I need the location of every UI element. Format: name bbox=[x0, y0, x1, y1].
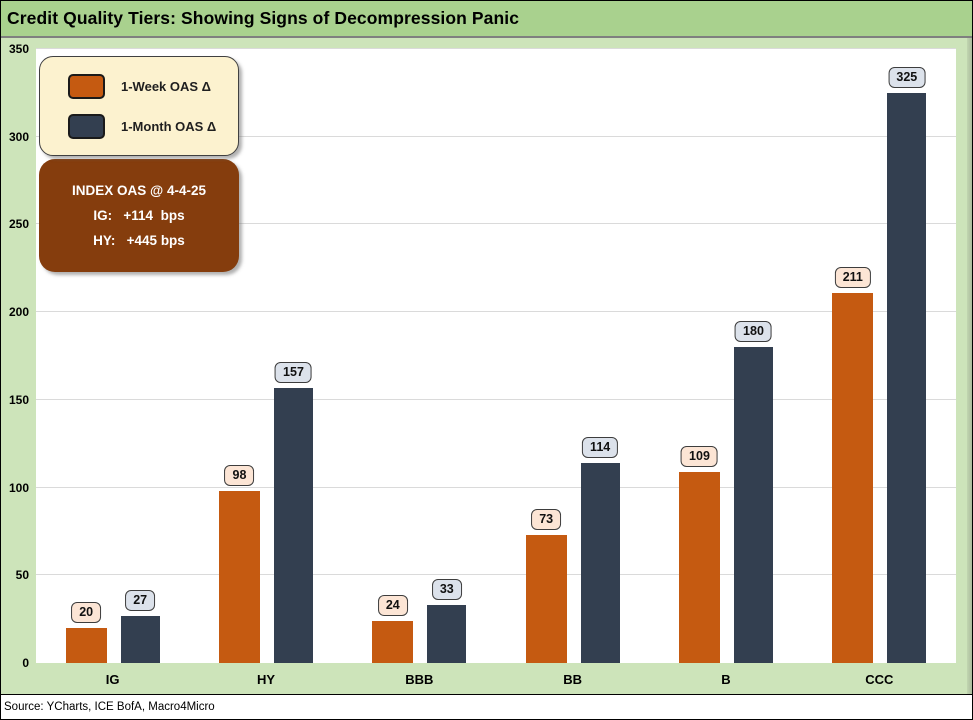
legend-item-week: 1-Week OAS Δ bbox=[68, 73, 238, 99]
bar-value-label: 180 bbox=[735, 321, 772, 343]
y-axis-tick-label: 300 bbox=[8, 129, 29, 144]
bar-group-B: 109 180 bbox=[649, 49, 802, 663]
bar-group-BBB: 24 33 bbox=[343, 49, 496, 663]
legend-swatch-week bbox=[68, 73, 105, 99]
right-edge-shadow bbox=[967, 38, 972, 694]
legend-label-month: 1-Month OAS Δ bbox=[121, 118, 217, 134]
bar-1-week-CCC: 211 bbox=[832, 266, 874, 663]
chart-region: 20 27 98 157 24 33 73 114 109 180 211 325 IG HY BBB BB… bbox=[1, 38, 972, 694]
legend-swatch-month bbox=[68, 113, 105, 139]
x-axis-label-IG: IG bbox=[105, 672, 120, 687]
bar-1-week-B: 109 bbox=[678, 445, 720, 663]
bar-1-week-IG: 20 bbox=[65, 601, 107, 663]
bar-1-month-CCC: 325 bbox=[887, 66, 927, 663]
bar-value-label: 211 bbox=[834, 266, 871, 288]
bar-1-month-IG: 27 bbox=[120, 589, 160, 663]
bar-value-label: 157 bbox=[275, 361, 312, 383]
x-axis-label-BBB: BBB bbox=[405, 672, 434, 687]
legend-label-week: 1-Week OAS Δ bbox=[121, 78, 212, 94]
bar-group-BB: 73 114 bbox=[496, 49, 649, 663]
gridline bbox=[36, 223, 956, 225]
annotation-ig-line: IG: +114 bps bbox=[93, 207, 185, 223]
bar-value-label: 27 bbox=[125, 589, 156, 611]
x-axis-label-B: B bbox=[721, 672, 731, 687]
y-axis-tick-label: 0 bbox=[22, 656, 29, 670]
y-axis-tick-label: 250 bbox=[8, 217, 29, 232]
bar-value-label: 114 bbox=[582, 437, 619, 459]
gridline bbox=[36, 311, 956, 313]
gridline bbox=[36, 48, 956, 49]
annotation-hy-line: HY: +445 bps bbox=[93, 232, 185, 248]
bar-value-label: 98 bbox=[224, 465, 255, 487]
gridline bbox=[36, 574, 956, 576]
y-axis-tick-label: 200 bbox=[8, 305, 29, 320]
bar-1-month-B: 180 bbox=[733, 321, 773, 663]
bar-group-IG: 20 27 bbox=[36, 49, 189, 663]
bar-group-HY: 98 157 bbox=[189, 49, 342, 663]
gridline bbox=[36, 486, 956, 488]
bar-value-label: 73 bbox=[531, 508, 562, 530]
bar-value-label: 325 bbox=[888, 66, 926, 88]
bar-1-week-BBB: 24 bbox=[372, 594, 414, 663]
source-bar: Source: YCharts, ICE BofA, Macro4Micro bbox=[1, 694, 972, 719]
bar-group-CCC: 211 325 bbox=[803, 49, 956, 663]
chart-title: Credit Quality Tiers: Showing Signs of D… bbox=[7, 8, 520, 28]
bar-1-month-HY: 157 bbox=[273, 361, 313, 663]
bar-value-label: 20 bbox=[71, 601, 102, 623]
legend-item-month: 1-Month OAS Δ bbox=[68, 113, 238, 139]
bar-value-label: 109 bbox=[681, 445, 718, 467]
y-axis-tick-label: 50 bbox=[15, 568, 29, 583]
legend-box: 1-Week OAS Δ 1-Month OAS Δ bbox=[39, 56, 239, 156]
chart-title-bar: Credit Quality Tiers: Showing Signs of D… bbox=[1, 1, 972, 38]
y-axis-tick-label: 150 bbox=[8, 392, 29, 407]
x-axis-label-HY: HY bbox=[256, 672, 276, 687]
x-axis-label-CCC: CCC bbox=[865, 672, 894, 687]
x-axis-category-row: IG HY BBB BB B CCC bbox=[36, 663, 956, 696]
source-note: Source: YCharts, ICE BofA, Macro4Micro bbox=[4, 701, 215, 713]
y-axis-tick-label: 100 bbox=[8, 480, 29, 495]
gridline bbox=[36, 398, 956, 400]
bar-1-month-BBB: 33 bbox=[427, 579, 467, 663]
bar-value-label: 24 bbox=[377, 594, 408, 616]
bar-groups: 20 27 98 157 24 33 73 114 109 180 211 325 bbox=[36, 49, 956, 663]
index-oas-annotation-box: INDEX OAS @ 4-4-25 IG: +114 bps HY: +445… bbox=[39, 159, 239, 272]
y-axis-tick-label: 350 bbox=[8, 42, 29, 56]
bar-value-label: 33 bbox=[431, 579, 462, 601]
gridline bbox=[36, 135, 956, 137]
bar-1-week-BB: 73 bbox=[525, 508, 567, 663]
bar-1-week-HY: 98 bbox=[218, 465, 260, 663]
x-axis-label-BB: BB bbox=[563, 672, 583, 687]
annotation-title: INDEX OAS @ 4-4-25 bbox=[72, 182, 206, 198]
bar-1-month-BB: 114 bbox=[580, 437, 620, 663]
